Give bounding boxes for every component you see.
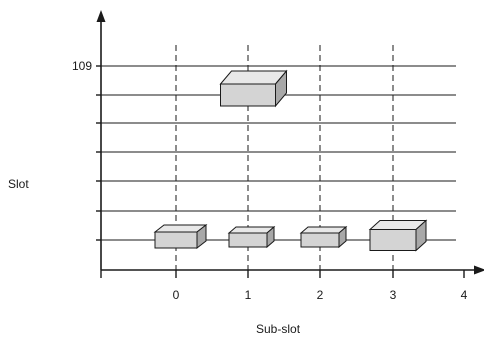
y-axis-arrow bbox=[97, 10, 106, 22]
block-front-face bbox=[221, 84, 276, 106]
slot-block bbox=[155, 225, 206, 248]
block-front-face bbox=[370, 230, 416, 251]
x-axis-label: Sub-slot bbox=[256, 322, 300, 336]
x-tick-label: 0 bbox=[173, 288, 180, 302]
block-top-face bbox=[229, 227, 274, 233]
x-tick-label: 1 bbox=[245, 288, 252, 302]
block-top-face bbox=[301, 227, 346, 233]
y-tick-label: 109 bbox=[72, 59, 92, 73]
x-axis-arrow bbox=[474, 266, 484, 275]
slot-block bbox=[370, 221, 426, 251]
slot-block bbox=[229, 227, 274, 247]
x-tick-label: 3 bbox=[390, 288, 397, 302]
y-axis-label: Slot bbox=[8, 177, 29, 191]
block-front-face bbox=[229, 233, 267, 247]
x-tick-label: 4 bbox=[461, 288, 468, 302]
x-tick-label: 2 bbox=[317, 288, 324, 302]
block-front-face bbox=[301, 233, 339, 247]
block-front-face bbox=[155, 232, 197, 248]
slot-block bbox=[301, 227, 346, 247]
blocks bbox=[155, 71, 426, 251]
slot-block bbox=[221, 71, 287, 106]
